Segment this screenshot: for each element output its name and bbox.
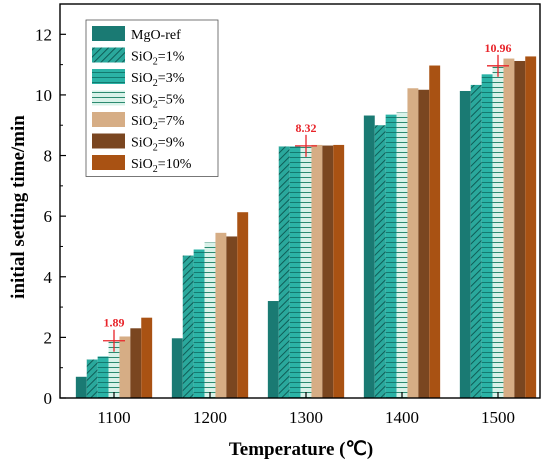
- bar-1500-series-5: [503, 58, 515, 399]
- legend-swatch: [92, 26, 125, 41]
- bar-1100-series-5: [119, 336, 131, 398]
- bar-1500-series-1: [459, 90, 471, 398]
- bar-1400-series-4: [396, 112, 408, 398]
- bar-1200-series-4: [204, 242, 216, 398]
- bar-1200-series-1: [171, 338, 183, 398]
- y-tick-label: 12: [35, 25, 52, 44]
- bar-1500-series-2: [470, 84, 482, 399]
- y-tick-label: 4: [44, 268, 53, 287]
- x-tick-label: 1300: [289, 408, 323, 427]
- bar-1100-series-2: [86, 359, 98, 398]
- y-tick-label: 6: [44, 207, 53, 226]
- legend-entry: MgO-ref: [131, 28, 181, 43]
- x-tick-label: 1200: [193, 408, 227, 427]
- bar-1300-series-7: [333, 144, 345, 398]
- bar-1500-series-3: [481, 74, 493, 398]
- y-tick-label: 0: [44, 389, 53, 408]
- bar-1500-series-7: [525, 56, 537, 399]
- bar-1300-series-6: [322, 145, 334, 398]
- bar-1100-series-6: [130, 328, 142, 398]
- bar-1400-series-6: [418, 89, 430, 399]
- y-tick-label: 10: [35, 86, 52, 105]
- y-axis-title: initial setting time/min: [8, 115, 29, 299]
- bars: [75, 56, 537, 399]
- bar-1200-series-5: [215, 232, 227, 398]
- bar-1400-series-2: [374, 125, 386, 398]
- bar-1100-series-3: [97, 356, 109, 398]
- legend-swatch: [92, 90, 125, 106]
- annotation-label: 8.32: [296, 121, 317, 135]
- bar-1400-series-1: [363, 115, 375, 398]
- bar-1500-series-4: [492, 65, 504, 398]
- legend-entry: SiO2=3%: [131, 71, 185, 89]
- bar-1200-series-3: [193, 249, 205, 398]
- bar-1300-series-3: [289, 146, 301, 398]
- bar-1400-series-7: [429, 65, 441, 399]
- legend-swatch: [92, 47, 125, 63]
- x-tick-label: 1100: [97, 408, 130, 427]
- bar-1200-series-2: [182, 255, 194, 398]
- bar-1300-series-5: [311, 144, 323, 398]
- legend-swatch: [92, 155, 125, 170]
- x-axis-title: Temperature (℃): [229, 439, 373, 460]
- bar-1400-series-3: [385, 114, 397, 399]
- bar-1300-series-4: [300, 145, 312, 398]
- bar-1200-series-6: [226, 236, 238, 398]
- bar-1100-series-7: [141, 317, 153, 398]
- annotation-label: 1.89: [104, 316, 125, 330]
- bar-1400-series-5: [407, 88, 419, 398]
- x-tick-label: 1500: [481, 408, 515, 427]
- y-tick-label: 2: [44, 328, 53, 347]
- annotation-label: 10.96: [485, 41, 512, 55]
- legend-entry: SiO2=9%: [131, 136, 185, 154]
- bar-1200-series-7: [237, 212, 249, 398]
- bar-1100-series-1: [75, 376, 87, 398]
- legend: MgO-ref SiO2=1% SiO2=3% SiO2=5% SiO2=7% SiO2=…: [85, 19, 219, 177]
- bar-1500-series-6: [514, 60, 526, 398]
- bar-1100-series-4: [108, 340, 120, 398]
- legend-swatch: [92, 112, 125, 127]
- y-tick-label: 8: [44, 147, 53, 166]
- legend-entry: SiO2=1%: [131, 50, 185, 68]
- bar-1300-series-2: [278, 146, 290, 398]
- legend-swatch: [92, 133, 125, 149]
- legend-entry: SiO2=7%: [131, 114, 185, 132]
- bar-1300-series-1: [267, 301, 279, 398]
- legend-entry: SiO2=5%: [131, 93, 185, 111]
- annotations: 1.89 8.32 10.96: [103, 41, 512, 352]
- x-tick-label: 1400: [385, 408, 419, 427]
- plot-frame: [59, 3, 541, 399]
- legend-swatch: [92, 69, 125, 84]
- legend-entry: SiO2=10%: [131, 157, 192, 175]
